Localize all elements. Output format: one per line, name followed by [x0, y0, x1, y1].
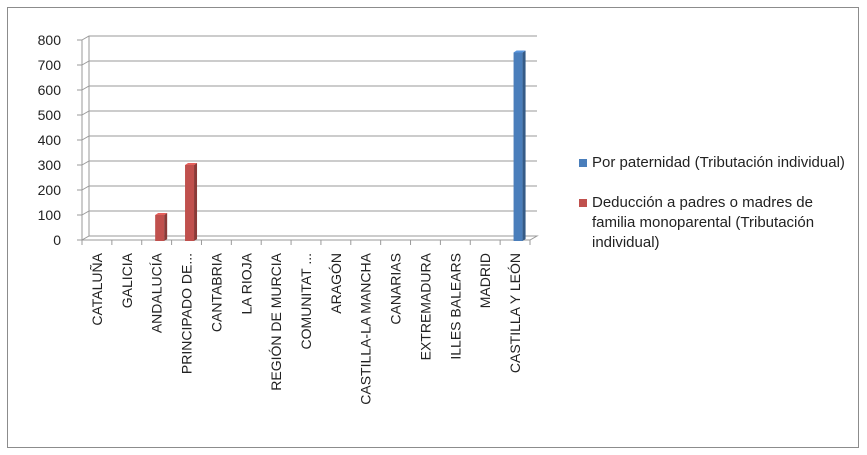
bar-front [513, 52, 523, 241]
y-tick-label: 200 [38, 182, 62, 198]
y-tick-label: 300 [38, 157, 62, 173]
gridline [81, 85, 537, 91]
y-tick-label: 500 [38, 107, 62, 123]
chart-legend: Por paternidad (Tributación individual) … [579, 153, 849, 273]
y-tick-label: 700 [38, 57, 62, 73]
gridline [81, 110, 537, 116]
x-category-label: CATALUÑA [89, 252, 105, 325]
x-category-label: CANARIAS [388, 253, 404, 325]
x-category-label: COMUNITAT ... [298, 253, 314, 349]
legend-swatch-paternidad [579, 159, 587, 167]
x-category-label: CANTABRIA [208, 252, 224, 332]
gridline [81, 185, 537, 191]
x-category-label: PRINCIPADO DE... [179, 253, 195, 374]
x-category-label: GALICIA [119, 252, 135, 308]
y-tick-label: 800 [38, 32, 62, 48]
legend-item-monoparental: Deducción a padres o madres de familia m… [579, 193, 849, 253]
x-category-label: REGIÓN DE MURCIA [268, 252, 284, 390]
chart-frame [7, 7, 859, 448]
legend-item-paternidad: Por paternidad (Tributación individual) [579, 153, 849, 173]
x-category-label: EXTREMADURA [417, 252, 433, 360]
x-category-label: ANDALUCÍA [149, 252, 165, 333]
chart-floor [80, 235, 539, 241]
x-category-label: CASTILLA Y LEÓN [507, 253, 523, 373]
x-category-label: ILLES BALEARS [447, 253, 463, 360]
bar-top [155, 213, 168, 215]
bar-side [164, 213, 168, 241]
x-category-label: ARAGÓN [328, 253, 344, 314]
bar-front [185, 165, 195, 241]
y-tick-label: 0 [53, 232, 61, 248]
x-category-label: LA RIOJA [238, 252, 254, 314]
legend-label-paternidad: Por paternidad (Tributación individual) [592, 154, 845, 171]
legend-swatch-monoparental [579, 199, 587, 207]
y-tick-label: 400 [38, 132, 62, 148]
y-tick-label: 600 [38, 82, 62, 98]
gridline [81, 135, 537, 141]
gridline [81, 35, 537, 41]
bar-top [185, 163, 198, 165]
bar-front [155, 215, 165, 241]
bar-side [194, 163, 198, 241]
gridline [81, 160, 537, 166]
y-tick-label: 100 [38, 207, 62, 223]
bar-top [513, 50, 526, 53]
gridline [81, 60, 537, 66]
bar-side [522, 50, 526, 241]
x-category-label: CASTILLA-LA MANCHA [358, 252, 374, 404]
legend-label-monoparental: Deducción a padres o madres de familia m… [592, 194, 815, 251]
x-category-label: MADRID [477, 253, 493, 308]
gridline [81, 210, 537, 216]
